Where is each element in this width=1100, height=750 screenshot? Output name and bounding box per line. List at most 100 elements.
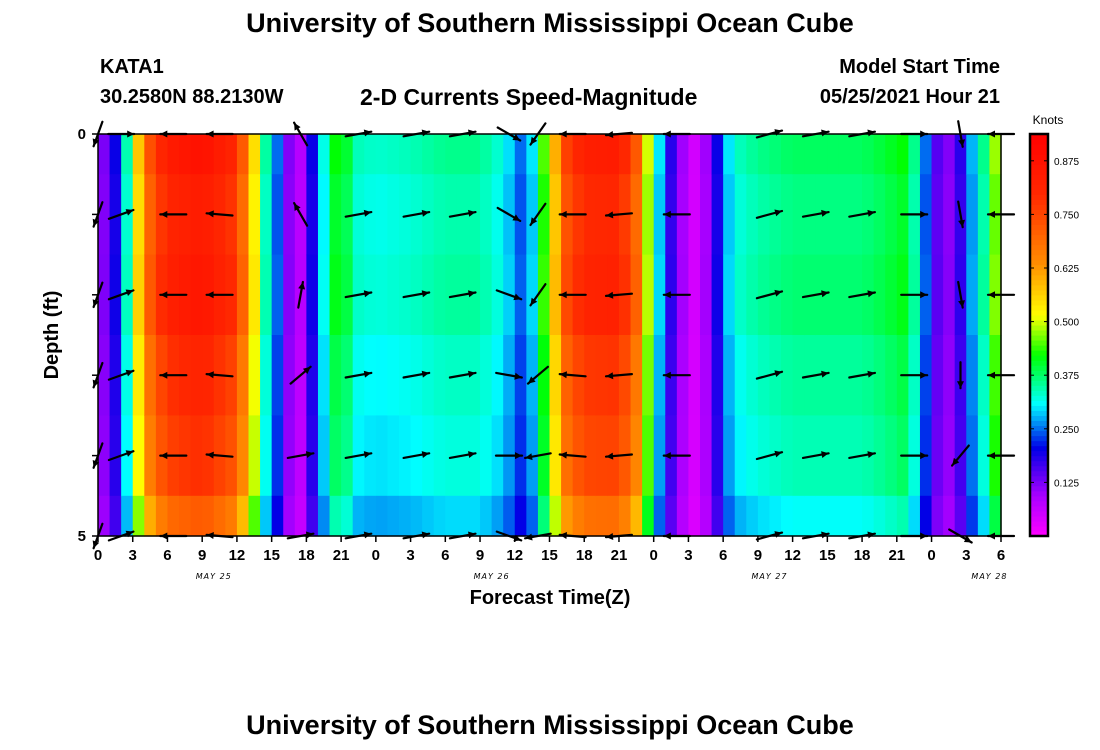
heatmap-cell <box>364 415 377 497</box>
heatmap-cell <box>132 415 145 497</box>
heatmap-cell <box>804 134 817 175</box>
colorbar-cell <box>1030 445 1048 452</box>
current-vector <box>297 280 306 309</box>
current-vector <box>496 206 522 222</box>
heatmap-cell <box>190 174 203 256</box>
heatmap-cell <box>966 254 979 336</box>
heatmap-cell <box>827 495 840 537</box>
x-tick-label: 12 <box>506 547 523 564</box>
colorbar-cell <box>1030 134 1048 140</box>
current-vector <box>801 290 830 299</box>
heatmap-cell <box>236 134 250 175</box>
heatmap-cell <box>746 415 759 497</box>
heatmap-cell <box>943 415 956 497</box>
heatmap-cell <box>757 134 771 175</box>
current-vector <box>957 280 965 309</box>
heatmap-cell <box>769 335 782 416</box>
heatmap-cell <box>734 495 747 537</box>
heatmap-cell <box>329 495 342 537</box>
heatmap-cell <box>931 134 944 175</box>
heatmap-cell <box>850 134 863 175</box>
heatmap-cell <box>491 174 504 256</box>
colorbar-cell <box>1030 274 1048 281</box>
current-vector <box>801 209 830 218</box>
colorbar-cell <box>1030 224 1048 231</box>
heatmap-cell <box>352 134 365 175</box>
heatmap-cell <box>480 134 493 175</box>
heatmap-cell <box>399 254 412 336</box>
heatmap-cell <box>977 174 991 256</box>
colorbar-cell <box>1030 530 1048 537</box>
heatmap-cell <box>700 415 713 497</box>
colorbar-cell <box>1030 345 1048 351</box>
x-tick-label: 15 <box>263 547 280 564</box>
heatmap-cell <box>480 415 493 497</box>
colorbar-cell <box>1030 139 1048 145</box>
current-vector <box>558 451 587 459</box>
heatmap-cell <box>179 134 192 175</box>
current-vector <box>286 451 315 459</box>
heatmap-cell <box>167 495 180 537</box>
heatmap-cell <box>908 134 921 175</box>
heatmap-cell <box>815 254 828 336</box>
current-vector <box>293 202 309 227</box>
heatmap-cell <box>98 174 111 256</box>
colorbar-cell <box>1030 430 1048 437</box>
heatmap-cell <box>352 495 365 537</box>
heatmap-cell <box>109 134 122 175</box>
current-vector <box>494 452 524 460</box>
heatmap-cell <box>757 335 771 416</box>
colorbar-cell <box>1030 415 1048 422</box>
heatmap-cell <box>468 495 481 537</box>
colorbar-cell <box>1030 500 1048 507</box>
colorbar-cell <box>1030 259 1048 266</box>
colorbar-cell <box>1030 390 1048 396</box>
heatmap-cell <box>236 174 250 256</box>
colorbar-cell <box>1030 289 1048 296</box>
heatmap-cell <box>827 134 840 175</box>
current-vector <box>448 451 477 459</box>
heatmap-cell <box>283 254 296 336</box>
heatmap-cell <box>688 335 701 416</box>
heatmap-cell <box>781 495 794 537</box>
heatmap-cell <box>132 495 145 537</box>
heatmap-cell <box>387 415 400 497</box>
heatmap-cell <box>723 134 736 175</box>
heatmap-cell <box>931 254 944 336</box>
colorbar-cell <box>1030 279 1048 286</box>
heatmap-cell <box>364 495 377 537</box>
heatmap-cell <box>700 174 713 256</box>
current-vector <box>344 209 373 218</box>
heatmap-cell <box>537 335 551 416</box>
heatmap-cell <box>468 415 481 497</box>
heatmap-cell <box>341 495 354 537</box>
current-vector <box>107 289 135 301</box>
current-vector <box>662 210 691 218</box>
current-vector <box>986 130 1016 138</box>
heatmap-cell <box>306 335 319 416</box>
heatmap-cell <box>549 495 562 537</box>
current-vector <box>344 370 373 379</box>
current-vectors <box>92 120 1016 550</box>
heatmap-cell <box>584 254 597 336</box>
colorbar-cell <box>1030 405 1048 411</box>
current-vector <box>496 126 522 142</box>
heatmap-cell <box>885 495 898 537</box>
x-tick-label: 15 <box>541 547 558 564</box>
heatmap-cell <box>537 254 551 336</box>
colorbar-tick-label: 0.250 <box>1054 425 1079 436</box>
heatmap-cell <box>919 495 933 537</box>
colorbar-tick-label: 0.750 <box>1054 210 1079 221</box>
heatmap-cell <box>943 134 956 175</box>
heatmap-cell <box>155 495 169 537</box>
heatmap-cell <box>757 415 771 497</box>
heatmap-cell <box>862 174 875 256</box>
current-vector <box>529 122 547 146</box>
heatmap-cell <box>734 134 747 175</box>
heatmap-cell <box>549 415 562 497</box>
heatmap-cell <box>202 335 215 416</box>
heatmap-cell <box>815 335 828 416</box>
heatmap-cell <box>213 495 226 537</box>
heatmap-cell <box>468 134 481 175</box>
x-axis: 0 3 6 9 12 15 18 21 0 3 6 9 12 15 18 21 0 3 6 9 12 15 18 21 0 3 6 M… <box>94 536 1006 581</box>
